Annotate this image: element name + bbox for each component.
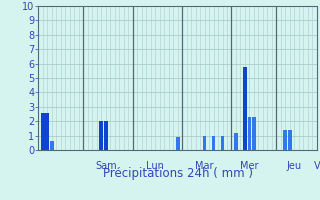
Bar <box>248 117 251 150</box>
Bar <box>176 137 180 150</box>
Bar <box>104 121 108 150</box>
Bar <box>220 136 224 150</box>
Text: Mar: Mar <box>195 161 214 171</box>
Bar <box>45 113 49 150</box>
Bar <box>252 117 256 150</box>
Text: Sam: Sam <box>95 161 116 171</box>
Text: Mer: Mer <box>240 161 259 171</box>
Bar <box>243 67 247 150</box>
Text: Jeu: Jeu <box>287 161 302 171</box>
Bar <box>50 141 54 150</box>
Bar <box>212 136 215 150</box>
Bar <box>284 130 287 150</box>
Bar <box>41 113 45 150</box>
X-axis label: Précipitations 24h ( mm ): Précipitations 24h ( mm ) <box>103 167 252 180</box>
Text: V: V <box>314 161 320 171</box>
Bar <box>99 121 103 150</box>
Text: Lun: Lun <box>146 161 164 171</box>
Bar <box>203 136 206 150</box>
Bar <box>288 130 292 150</box>
Bar <box>234 133 238 150</box>
